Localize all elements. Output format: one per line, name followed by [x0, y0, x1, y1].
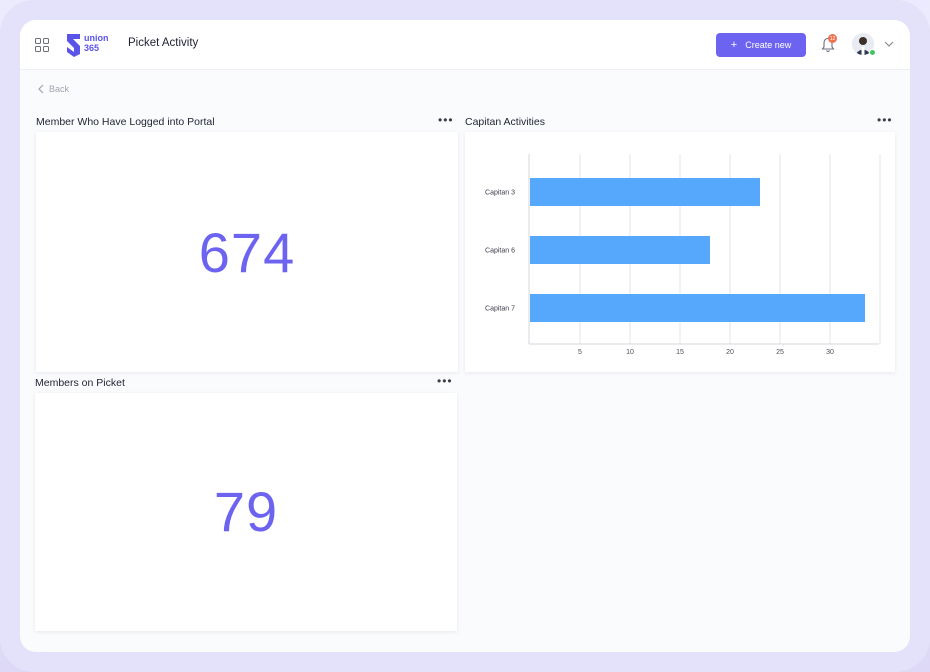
- back-label: Back: [49, 84, 70, 94]
- top-bar: union 365 Picket Activity + Create new 1…: [20, 20, 910, 70]
- picket-card: 79: [35, 393, 457, 631]
- y-category-label-3: Capitan 7: [485, 306, 515, 313]
- bar-capitan-6: [530, 236, 710, 264]
- activities-card-menu-icon[interactable]: •••: [877, 113, 893, 127]
- apps-grid-icon[interactable]: [35, 38, 49, 52]
- x-tick-label-5: 5: [578, 349, 582, 356]
- picket-count-value: 79: [213, 480, 279, 543]
- y-category-label-2: Capitan 6: [485, 248, 515, 255]
- online-status-dot: [869, 49, 876, 56]
- bar-capitan-3: [530, 178, 760, 206]
- create-new-label: Create new: [745, 40, 792, 50]
- page-title: Picket Activity: [128, 37, 199, 49]
- union365-logo[interactable]: union 365: [64, 32, 118, 58]
- chevron-down-icon[interactable]: [884, 40, 894, 48]
- capitan-activities-chart: 5 10 15 20 25 30 Capitan 3 Capitan 6 Capitan 7: [485, 154, 881, 356]
- plus-icon: +: [730, 39, 738, 51]
- picket-card-menu-icon[interactable]: •••: [437, 374, 453, 388]
- y-category-label-1: Capitan 3: [485, 190, 515, 197]
- portal-count-value: 674: [198, 221, 296, 284]
- bar-capitan-7: [530, 294, 865, 322]
- notification-badge: 12: [828, 34, 837, 43]
- logo-mark-icon: [67, 34, 80, 57]
- chevron-left-icon: [38, 84, 44, 94]
- portal-card-title: Member Who Have Logged into Portal: [36, 116, 215, 128]
- app-window: union 365 Picket Activity + Create new 1…: [20, 20, 910, 652]
- user-avatar[interactable]: [852, 33, 874, 55]
- activities-card-title: Capitan Activities: [465, 116, 545, 128]
- logo-text: union 365: [84, 33, 109, 53]
- portal-card: 674: [36, 132, 458, 372]
- portal-card-menu-icon[interactable]: •••: [438, 113, 454, 127]
- x-tick-label-30: 30: [826, 349, 834, 356]
- x-tick-label-10: 10: [626, 349, 634, 356]
- back-link[interactable]: Back: [38, 84, 69, 94]
- x-tick-label-20: 20: [726, 349, 734, 356]
- x-tick-label-15: 15: [676, 349, 684, 356]
- x-tick-label-25: 25: [776, 349, 784, 356]
- picket-card-title: Members on Picket: [35, 377, 125, 389]
- create-new-button[interactable]: + Create new: [716, 33, 806, 57]
- user-photo-icon: [852, 33, 874, 55]
- activities-card: 5 10 15 20 25 30 Capitan 3 Capitan 6 Capitan 7: [465, 132, 895, 372]
